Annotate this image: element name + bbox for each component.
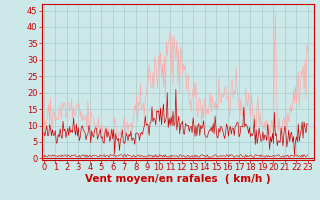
X-axis label: Vent moyen/en rafales  ( km/h ): Vent moyen/en rafales ( km/h )	[85, 174, 270, 184]
